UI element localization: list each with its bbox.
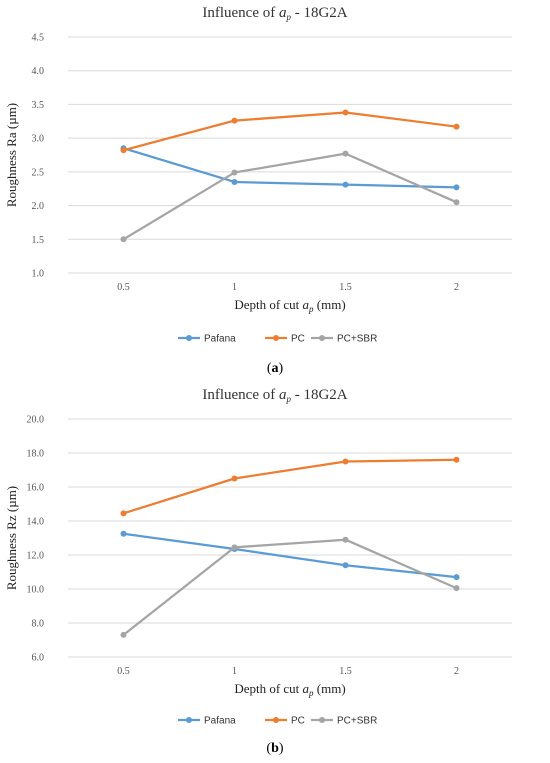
series-line-pc-sbr (122, 538, 457, 636)
x-tick-label: 0.5 (117, 666, 130, 677)
chart-title: Influence of ap - 18G2A (202, 5, 347, 22)
chart-title-prefix: Influence of (202, 387, 279, 403)
data-point-pc-sbr (231, 169, 238, 176)
caption-letter: a (272, 361, 279, 376)
data-point-pc-sbr (453, 199, 460, 206)
x-tick-label: 2 (454, 282, 459, 293)
legend-label: Pafana (204, 716, 236, 727)
chart-b: Influence of ap - 18G2A6.08.010.012.014.… (4, 387, 512, 756)
chart-title-variable: a (279, 387, 287, 403)
caption-letter: b (271, 741, 279, 756)
data-point-pc (342, 109, 349, 116)
caption-open: ( (267, 361, 272, 376)
x-axis-label-prefix: Depth of cut (234, 681, 302, 696)
data-point-pc-sbr (120, 236, 127, 243)
data-point-pc (453, 123, 460, 130)
y-tick-label: 6.0 (32, 653, 45, 664)
y-tick-label: 8.0 (32, 619, 45, 630)
data-point-pafana (342, 181, 349, 188)
legend-marker (319, 335, 325, 341)
data-point-pc (231, 475, 238, 482)
series-line-pc-sbr (122, 152, 457, 241)
series-line-pc (123, 111, 457, 152)
chart-title-subscript: p (285, 12, 291, 22)
y-tick-label: 16.0 (27, 483, 45, 494)
y-tick-label: 18.0 (27, 449, 45, 460)
x-tick-label: 1.5 (339, 282, 352, 293)
data-point-pafana (342, 562, 349, 569)
y-tick-label: 2.0 (32, 201, 45, 212)
data-point-pafana (453, 574, 460, 581)
legend-marker (186, 335, 192, 341)
series-line-pafana (123, 532, 457, 579)
data-point-pc (453, 456, 460, 463)
data-point-pc-sbr (342, 150, 349, 157)
y-axis-label: Roughness Rz (µm) (4, 486, 19, 590)
figure-caption: (b) (266, 741, 283, 756)
y-tick-label: 2.5 (32, 167, 45, 178)
legend: Pafana PC PC+SBR (178, 334, 377, 345)
y-tick-label: 1.5 (32, 235, 45, 246)
chart-title-variable: a (279, 5, 287, 21)
y-tick-label: 20.0 (27, 415, 45, 426)
y-tick-label: 14.0 (27, 517, 45, 528)
data-point-pc-sbr (120, 631, 127, 638)
y-tick-label: 12.0 (27, 551, 45, 562)
data-point-pc (231, 117, 238, 124)
x-tick-label: 0.5 (117, 282, 130, 293)
x-axis-label-suffix: (mm) (314, 681, 346, 696)
legend-marker (273, 717, 279, 723)
legend-label: PC (291, 716, 305, 727)
x-axis-label-variable: a (303, 297, 310, 312)
y-axis-label: Roughness Ra (µm) (4, 103, 19, 207)
y-tick-label: 1.0 (32, 269, 45, 280)
legend-marker (273, 335, 279, 341)
data-point-pc-sbr (231, 544, 238, 551)
legend-marker (319, 717, 325, 723)
data-point-pc (342, 458, 349, 465)
data-point-pafana (231, 178, 238, 185)
data-point-pafana (120, 530, 127, 537)
series-line-pafana (123, 147, 457, 189)
chart-title-subscript: p (285, 394, 291, 404)
caption-close: ) (279, 361, 284, 376)
x-axis-label-subscript: p (308, 688, 314, 698)
series-line-pc (123, 458, 457, 515)
chart-title-suffix: - 18G2A (291, 387, 348, 403)
x-tick-label: 1.5 (339, 666, 352, 677)
data-point-pafana (453, 184, 460, 191)
caption-open: ( (266, 741, 271, 756)
legend-label: PC (291, 334, 305, 345)
legend-label: Pafana (204, 334, 236, 345)
chart-title-suffix: - 18G2A (291, 5, 348, 21)
x-axis-label: Depth of cut ap (mm) (234, 681, 345, 698)
data-point-pc-sbr (342, 536, 349, 543)
legend-label: PC+SBR (337, 716, 377, 727)
legend-marker (186, 717, 192, 723)
figure-caption: (a) (267, 361, 284, 376)
chart-title: Influence of ap - 18G2A (202, 387, 347, 404)
x-axis-label-subscript: p (308, 304, 314, 314)
data-point-pc (120, 147, 127, 154)
y-tick-label: 3.0 (32, 134, 45, 145)
legend-label: PC+SBR (337, 334, 377, 345)
x-axis-label-variable: a (303, 681, 310, 696)
x-axis-label: Depth of cut ap (mm) (234, 297, 345, 314)
y-tick-label: 3.5 (32, 100, 45, 111)
legend: Pafana PC PC+SBR (178, 716, 377, 727)
x-axis-label-suffix: (mm) (314, 297, 346, 312)
x-tick-label: 1 (232, 666, 237, 677)
caption-close: ) (279, 741, 284, 756)
chart-title-prefix: Influence of (202, 5, 279, 21)
y-tick-label: 10.0 (27, 585, 45, 596)
data-point-pc (120, 510, 127, 517)
x-axis-label-prefix: Depth of cut (234, 297, 302, 312)
x-tick-label: 1 (232, 282, 237, 293)
chart-a: Influence of ap - 18G2A1.01.52.02.53.03.… (4, 5, 512, 376)
y-tick-label: 4.5 (32, 33, 45, 44)
x-tick-label: 2 (454, 666, 459, 677)
y-tick-label: 4.0 (32, 66, 45, 77)
data-point-pc-sbr (453, 585, 460, 592)
